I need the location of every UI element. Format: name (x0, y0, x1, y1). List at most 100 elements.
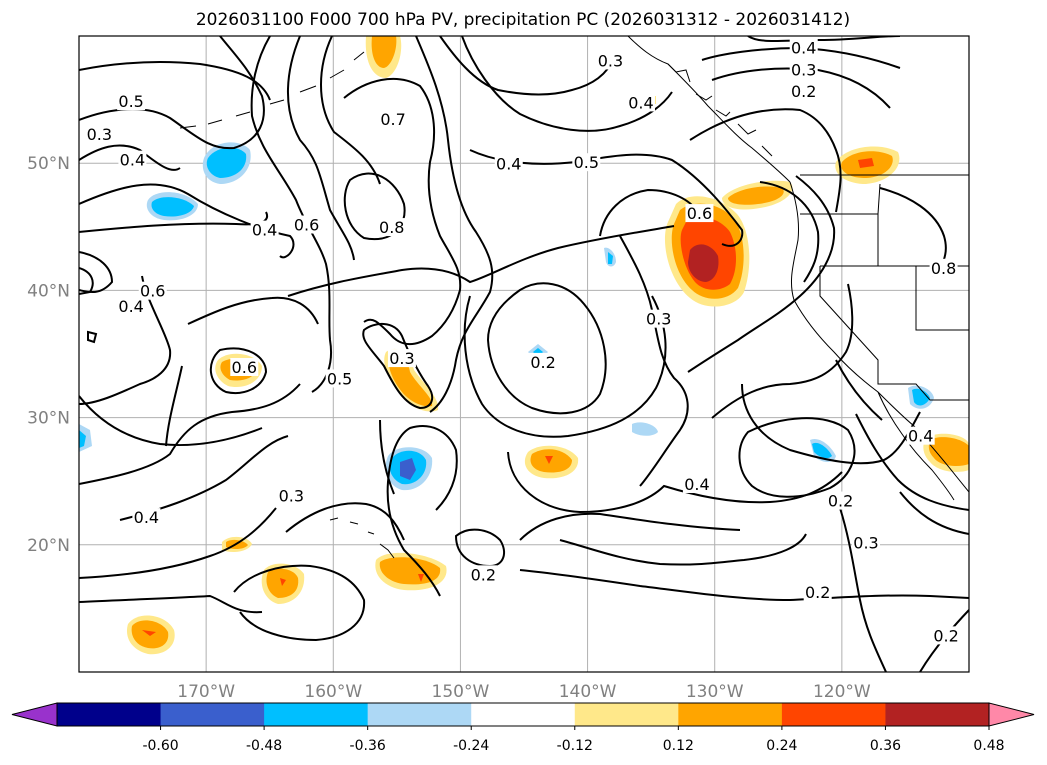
precip-negative-blob (608, 252, 613, 264)
contour-label-knockout (377, 218, 406, 237)
precip-positive-blob (928, 437, 969, 466)
contour-label-knockout (117, 92, 146, 111)
pv-contour-label: 0.3 (389, 349, 414, 368)
pv-contour-label: 0.3 (646, 310, 671, 329)
colorbar-tick-labels: -0.60 -0.48 -0.36 -0.24 -0.12 0.12 0.24 0.36 0.4… (142, 738, 1004, 754)
pv-contour-label: 0.4 (791, 39, 816, 58)
pv-contour (486, 282, 607, 415)
colorbar-cell (781, 703, 886, 726)
pv-contour (79, 594, 263, 614)
contour-label-knockout (387, 349, 416, 368)
pv-contour-label: 0.6 (140, 282, 165, 301)
pv-contour-label: 0.2 (471, 565, 496, 584)
contour-label-knockout (685, 204, 714, 223)
pv-contour-label: 0.4 (908, 427, 933, 446)
contour-label-knockout (494, 154, 523, 173)
pv-contour (507, 451, 843, 514)
precip-positive-blob (280, 578, 286, 586)
contour-label-knockout (789, 60, 818, 79)
pv-contour (463, 295, 667, 438)
pv-contour (79, 61, 271, 101)
colorbar-tick-label: -0.12 (557, 738, 593, 754)
pv-contour-label: 0.3 (87, 125, 112, 144)
precip-negative-blob (400, 458, 416, 480)
pv-contour-label: 0.8 (379, 218, 404, 237)
pv-contour (835, 359, 883, 421)
pv-contour (187, 296, 319, 325)
pv-contour (711, 67, 891, 109)
contour-label-knockout (138, 281, 167, 300)
coastlines (179, 36, 969, 559)
pv-contour (899, 491, 969, 535)
precip-negative-blob (632, 422, 658, 436)
contour-label-knockout (789, 38, 818, 57)
colorbar-tick-label: 0.48 (973, 738, 1004, 754)
pv-contour (79, 183, 295, 259)
pv-contour-label: 0.6 (294, 216, 319, 235)
precip-positive-blob (530, 449, 572, 473)
pv-contour (741, 383, 921, 465)
british-columbia-coast-islands (667, 63, 773, 157)
pv-contour (320, 36, 381, 185)
latitude-tick-label: 30°N (27, 409, 70, 429)
longitude-tick-labels: 170°W 160°W 150°W 140°W 130°W 120°W (177, 682, 871, 702)
pv-contour (689, 108, 842, 213)
contour-label-knockout (230, 357, 259, 376)
baja-peninsula (877, 391, 955, 501)
contour-label-knockout (789, 81, 818, 100)
pv-contour (439, 36, 615, 96)
colorbar-cells (11, 702, 1035, 730)
contour-label-knockout (644, 309, 673, 328)
map-frame (78, 35, 970, 673)
figure-title: 2026031100 F000 700 hPa PV, precipitatio… (196, 10, 850, 30)
pv-contour-label: 0.2 (530, 353, 555, 372)
pv-contour (599, 188, 699, 237)
longitude-tick-label: 160°W (304, 682, 362, 702)
contour-label-knockout (117, 296, 146, 315)
contour-label-knockout (596, 51, 625, 70)
contour-label-knockout (626, 93, 655, 112)
pv-contour (711, 283, 854, 419)
colorbar-cell (57, 703, 162, 726)
contour-label-knockout (826, 491, 855, 510)
colorbar-cell (574, 703, 679, 726)
pv-contour (855, 413, 969, 511)
precip-positive-blob (418, 574, 424, 582)
pv-contour (210, 347, 268, 394)
pv-contour-label: 0.2 (805, 583, 830, 602)
colorbar-cell (471, 703, 576, 726)
pv-contour (747, 36, 901, 42)
contour-label-knockout (572, 153, 601, 172)
precip-negative-blob (812, 442, 832, 459)
contour-label-knockout (852, 533, 881, 552)
pv-contour-label: 0.7 (380, 110, 405, 129)
us-state-borders (800, 183, 969, 401)
gridlines (79, 36, 969, 672)
contour-label-knockout (932, 626, 961, 645)
pv-contour (79, 267, 94, 295)
pv-contour-label: 0.6 (232, 358, 257, 377)
pv-contour-label: 0.4 (252, 221, 277, 240)
pv-contour-label: 0.5 (118, 92, 143, 111)
contour-label-knockout (682, 475, 711, 494)
colorbar-tick-label: 0.36 (870, 738, 901, 754)
pv-contour (519, 569, 969, 602)
pv-contour (285, 502, 405, 541)
pv-contour (454, 528, 506, 568)
pv-contour-label: 0.3 (791, 60, 816, 79)
precip-negative-blob (79, 430, 86, 448)
longitude-tick-label: 140°W (559, 682, 617, 702)
pv-contour (343, 77, 462, 345)
contour-label-knockout (292, 215, 321, 234)
colorbar-tick-label: 0.12 (663, 738, 694, 754)
pv-contour (379, 419, 395, 495)
pv-contour (79, 275, 172, 405)
precip-negative-blob (912, 388, 930, 406)
colorbar-tick-label: 0.24 (766, 738, 797, 754)
pv-contour-label: 0.4 (134, 508, 159, 527)
contour-label-knockout (250, 220, 279, 239)
pv-contour (165, 365, 183, 447)
precip-negative-blob (151, 197, 194, 217)
pv-contour (79, 144, 181, 171)
